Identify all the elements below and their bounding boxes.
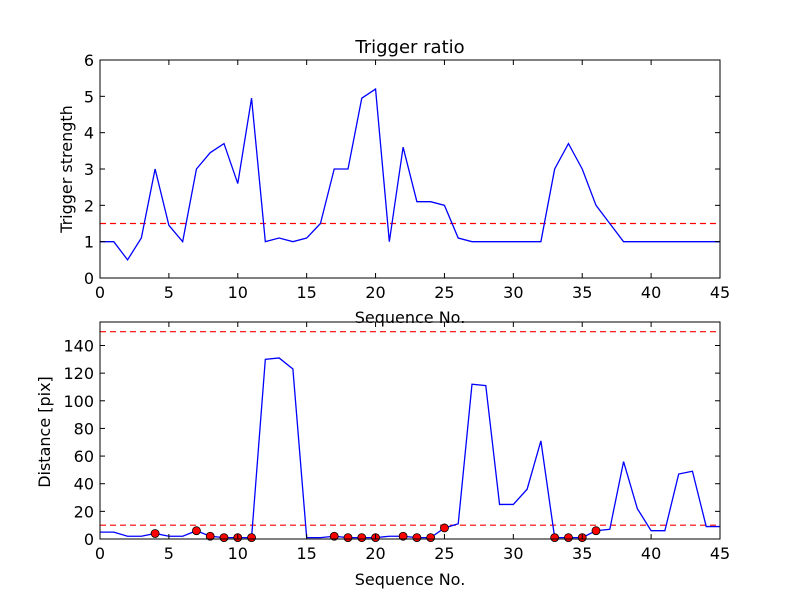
- x-tick-label: 30: [503, 283, 523, 302]
- x-tick-label: 45: [710, 544, 730, 563]
- data-marker: [247, 533, 256, 543]
- x-tick-label: 20: [365, 283, 385, 302]
- x-tick-label: 15: [296, 544, 316, 563]
- plot-area: 0 5 10 15 20 25 30 35 40 45 0 20 40 60 80 100 120 140: [63, 321, 730, 563]
- y-axis-label: Trigger strength: [57, 105, 76, 234]
- data-marker: [412, 533, 422, 543]
- y-tick-label: 1: [84, 233, 94, 252]
- chart-title: Trigger ratio: [354, 37, 464, 58]
- plot-frame: [99, 321, 721, 540]
- x-tick-label: 5: [164, 544, 174, 563]
- y-tick-label: 5: [84, 87, 94, 106]
- data-marker: [550, 533, 560, 543]
- x-tick-label: 10: [228, 283, 248, 302]
- x-axis-label: Sequence No.: [355, 570, 466, 589]
- data-marker: [440, 523, 449, 533]
- data-marker: [591, 526, 601, 536]
- x-tick-label: 15: [296, 283, 316, 302]
- y-tick-label: 3: [84, 160, 94, 179]
- y-tick-label: 100: [63, 392, 94, 411]
- data-marker: [205, 531, 215, 541]
- x-tick-label: 5: [164, 283, 174, 302]
- y-tick-label: 120: [63, 364, 94, 383]
- data-marker: [192, 526, 201, 536]
- x-tick-label: 40: [641, 544, 661, 563]
- y-tick-label: 20: [74, 502, 94, 521]
- series-line-0: [100, 87, 720, 261]
- y-tick-label: 4: [84, 124, 94, 143]
- x-axis-label: Sequence No.: [355, 308, 466, 327]
- y-tick-label: 6: [84, 51, 94, 70]
- y-tick-label: 80: [74, 419, 94, 438]
- distance-chart: Distance [pix] Sequence No. 0 5 10 15 20 25 30…: [35, 321, 730, 589]
- y-tick-label: 0: [84, 269, 94, 288]
- data-marker: [150, 529, 160, 538]
- y-tick-label: 140: [63, 336, 94, 355]
- x-tick-label: 30: [503, 544, 523, 563]
- x-tick-label: 45: [710, 283, 730, 302]
- y-tick-label: 60: [74, 447, 94, 466]
- data-marker: [357, 533, 367, 543]
- data-marker: [343, 533, 353, 543]
- x-tick-label: 25: [434, 544, 454, 563]
- x-tick-label: 10: [228, 544, 248, 563]
- x-tick-label: 25: [434, 283, 454, 302]
- data-marker: [564, 533, 573, 543]
- data-marker: [426, 533, 436, 543]
- y-axis-label: Distance [pix]: [35, 376, 54, 488]
- data-marker: [398, 531, 408, 541]
- series-line-0: [100, 357, 720, 539]
- y-tick-label: 2: [84, 196, 94, 215]
- data-marker: [329, 531, 339, 541]
- x-tick-label: 35: [572, 544, 592, 563]
- x-tick-label: 40: [641, 283, 661, 302]
- x-tick-label: 0: [95, 283, 105, 302]
- data-marker: [219, 533, 229, 543]
- x-tick-label: 35: [572, 283, 592, 302]
- x-tick-label: 20: [365, 544, 385, 563]
- y-tick-label: 40: [74, 475, 94, 494]
- x-tick-label: 0: [95, 544, 105, 563]
- y-tick-label: 0: [84, 530, 94, 549]
